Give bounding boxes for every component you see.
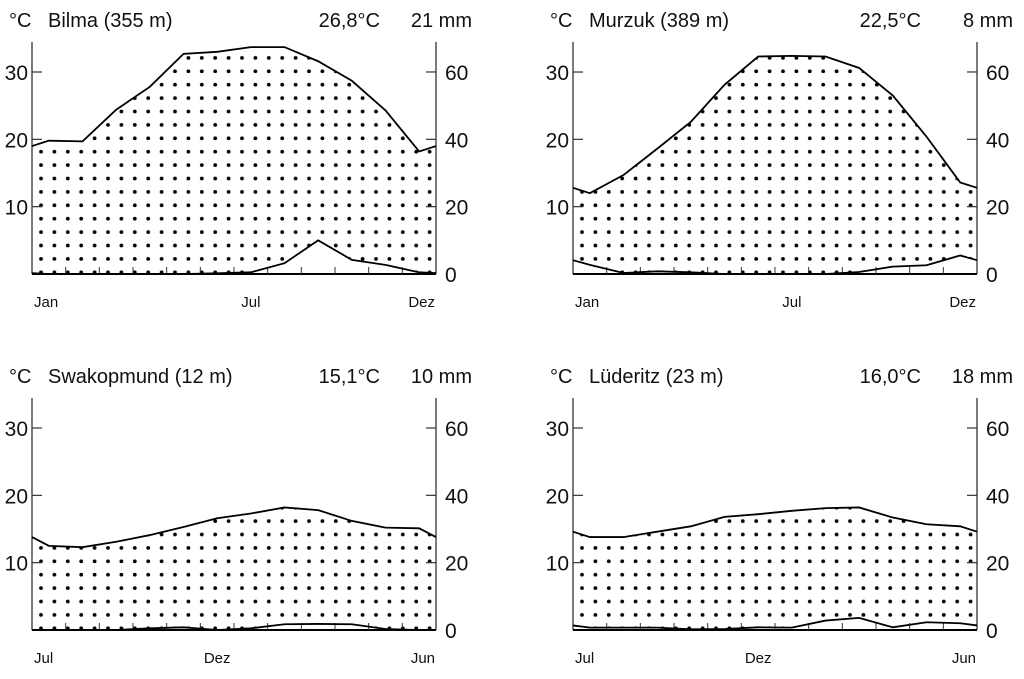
precipitation-line [572, 616, 978, 631]
precip-tick-label: 20 [986, 553, 1009, 576]
annual-temperature: 26,8°C [319, 10, 380, 32]
temp-tick-label: 30 [5, 418, 28, 441]
station-title: Lüderitz (23 m) [589, 366, 724, 388]
temp-tick-label: 30 [546, 62, 569, 85]
precip-tick-label: 40 [986, 485, 1009, 508]
arid-period-dots [32, 47, 436, 274]
temperature-line [572, 54, 978, 195]
temp-tick-label: 10 [546, 553, 569, 576]
temp-tick-label: 30 [5, 62, 28, 85]
temp-tick-label: 10 [546, 197, 569, 220]
month-label: Jun [411, 650, 435, 667]
temperature-line [31, 506, 437, 549]
arid-period-dots [32, 507, 436, 630]
precip-tick-label: 0 [986, 264, 998, 287]
station-title: Swakopmund (12 m) [48, 366, 233, 388]
precipitation-line [32, 623, 436, 631]
month-label: Dez [204, 650, 231, 667]
temperature-line [31, 46, 437, 153]
temperature-line [572, 506, 978, 538]
annual-temperature: 16,0°C [860, 366, 921, 388]
unit-label: °C [550, 366, 572, 388]
annual-precipitation: 8 mm [963, 10, 1013, 32]
precip-tick-label: 40 [445, 129, 468, 152]
month-label: Jan [575, 294, 599, 311]
precip-tick-label: 20 [445, 553, 468, 576]
month-label: Jun [952, 650, 976, 667]
annual-precipitation: 21 mm [411, 10, 472, 32]
temp-tick-label: 30 [546, 418, 569, 441]
annual-temperature: 22,5°C [860, 10, 921, 32]
station-title: Bilma (355 m) [48, 10, 172, 32]
annual-temperature: 15,1°C [319, 366, 380, 388]
temp-tick-label: 10 [5, 553, 28, 576]
month-label: Jul [241, 294, 260, 311]
precip-tick-label: 60 [986, 62, 1009, 85]
month-label: Jul [34, 650, 53, 667]
precipitation-line [572, 254, 978, 275]
climate-diagram-0: 10 20 30 0 20 40 60 Jan Jul Dez °C Bilma (355 m) 26,… [5, 10, 472, 311]
month-label: Dez [949, 294, 976, 311]
unit-label: °C [550, 10, 572, 32]
precip-tick-label: 60 [445, 62, 468, 85]
precip-tick-label: 0 [445, 620, 457, 643]
annual-precipitation: 18 mm [952, 366, 1013, 388]
unit-label: °C [9, 10, 31, 32]
station-title: Murzuk (389 m) [589, 10, 729, 32]
precip-tick-label: 20 [986, 197, 1009, 220]
climate-diagram-2: 10 20 30 0 20 40 60 Jul Dez Jun °C Swakopmund (12 m… [5, 366, 472, 667]
precip-tick-label: 40 [445, 485, 468, 508]
temp-tick-label: 20 [5, 129, 28, 152]
annual-precipitation: 10 mm [411, 366, 472, 388]
arid-period-dots [573, 55, 977, 274]
temp-tick-label: 20 [546, 485, 569, 508]
month-label: Jan [34, 294, 58, 311]
month-label: Jul [782, 294, 801, 311]
precip-tick-label: 0 [986, 620, 998, 643]
temp-tick-label: 10 [5, 197, 28, 220]
precip-tick-label: 60 [445, 418, 468, 441]
month-label: Jul [575, 650, 594, 667]
precip-tick-label: 40 [986, 129, 1009, 152]
temp-tick-label: 20 [546, 129, 569, 152]
arid-period-dots [573, 507, 977, 630]
precipitation-line [31, 239, 437, 275]
temp-tick-label: 20 [5, 485, 28, 508]
precip-tick-label: 0 [445, 264, 457, 287]
climate-diagram-3: 10 20 30 0 20 40 60 Jul Dez Jun °C Lüderitz (23 m) 1… [546, 366, 1013, 667]
unit-label: °C [9, 366, 31, 388]
precip-tick-label: 20 [445, 197, 468, 220]
precip-tick-label: 60 [986, 418, 1009, 441]
month-label: Dez [745, 650, 772, 667]
month-label: Dez [408, 294, 435, 311]
climate-diagram-1: 10 20 30 0 20 40 60 Jan Jul Dez °C Murzuk (389 m) 22… [546, 10, 1013, 311]
